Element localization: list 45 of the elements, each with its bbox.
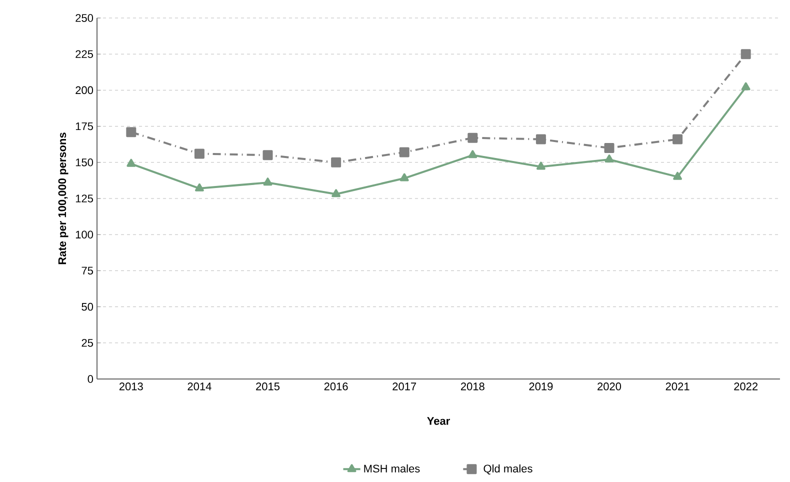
legend-label: Qld males (484, 464, 532, 474)
point (332, 189, 341, 198)
point (741, 82, 750, 90)
point (194, 148, 204, 159)
y-tick-label: 225 (76, 50, 93, 58)
y-tick-label: 50 (82, 302, 94, 311)
x-tick-label: 2015 (256, 382, 280, 390)
x-tick-label: 2018 (460, 382, 484, 390)
x-tick-label: 2020 (598, 382, 622, 390)
x-tick-label: 2019 (529, 382, 553, 390)
point (400, 173, 409, 182)
y-tick-label: 125 (76, 194, 93, 202)
x-tick-label: 2017 (392, 382, 416, 390)
y-tick-label: 25 (82, 339, 94, 347)
point (604, 154, 614, 163)
y-tick-label: 75 (82, 266, 94, 275)
x-tick-label: 2016 (324, 382, 348, 390)
point (194, 183, 204, 192)
y-tick-label: 100 (76, 230, 94, 238)
x-tick-label: 2022 (734, 382, 758, 390)
x-tick-label: 2014 (188, 382, 212, 390)
point (399, 147, 410, 158)
point (468, 150, 478, 158)
x-axis-title: Year (427, 417, 450, 425)
point (604, 142, 614, 153)
y-tick-label: 250 (76, 14, 94, 22)
y-tick-label: 150 (76, 158, 94, 166)
point (331, 157, 342, 168)
point (536, 134, 546, 144)
y-axis-title: Rate per 100,000 persons (58, 132, 68, 264)
x-tick-label: 2021 (666, 382, 690, 390)
y-tick-label: 200 (76, 86, 94, 94)
x-tick-label: 2013 (119, 382, 143, 390)
point (740, 49, 751, 60)
point (126, 158, 136, 167)
legend-label: MSH males (364, 464, 420, 472)
point (263, 178, 272, 186)
point (536, 162, 546, 170)
point (672, 134, 683, 144)
point (126, 127, 136, 138)
point (468, 132, 478, 143)
point (262, 150, 273, 160)
y-tick-label: 175 (76, 122, 93, 130)
y-tick-label: 0 (88, 375, 94, 383)
point (673, 172, 682, 180)
